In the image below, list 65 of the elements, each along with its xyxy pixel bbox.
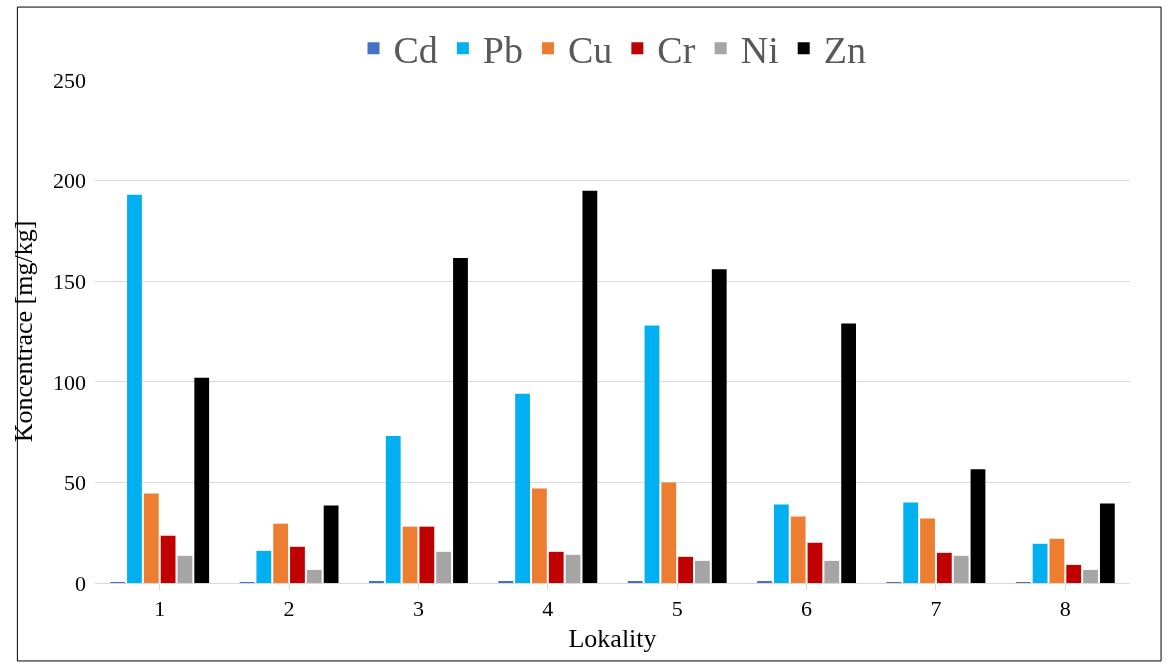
bar [532,488,547,583]
bar [565,554,581,583]
bar [695,560,710,583]
bar [1099,503,1115,583]
x-tick-label: 7 [930,596,942,622]
bar [807,542,823,583]
legend-label: Ni [740,29,779,72]
x-tick-label: 8 [1059,596,1071,622]
bar [841,323,857,583]
y-tick-label: 250 [53,67,86,93]
bar [582,190,598,583]
legend-label: Cr [657,29,696,72]
bar [160,535,176,583]
bar [936,552,952,583]
bar [515,393,530,583]
x-tick-label: 1 [154,596,166,622]
bar [256,550,272,583]
x-axis-title: Lokality [568,624,657,654]
bar [143,493,159,583]
bar [790,516,806,583]
bar [306,569,322,583]
bar [1032,543,1048,583]
y-tick-label: 200 [53,168,86,194]
bar [323,505,339,583]
bar [290,546,305,583]
bar [1049,538,1065,583]
bar [953,555,969,583]
bar [773,504,789,583]
bar [436,551,452,583]
legend-label: Pb [482,29,523,72]
y-tick-label: 150 [53,268,86,294]
bar [402,526,418,583]
bar [453,258,468,583]
bar [273,523,289,583]
bar [385,436,401,583]
bar [824,560,840,583]
x-tick-label: 2 [283,596,295,622]
legend-label: Cd [393,29,438,72]
bar [903,502,919,583]
x-tick-label: 3 [412,596,424,622]
x-tick-label: 5 [671,596,683,622]
bar [194,377,210,583]
x-tick-label: 6 [801,596,813,622]
y-tick-label: 50 [64,470,86,496]
bar [711,269,727,583]
legend-label: Zn [823,29,866,72]
bar [678,556,693,583]
bar [368,580,384,583]
bar [1066,564,1082,583]
y-tick-label: 0 [75,570,86,596]
bar [627,580,643,583]
bar [498,580,514,583]
bar [970,469,986,583]
y-axis-title: Koncentrace [mg/kg] [9,220,39,443]
bar [127,194,142,583]
legend-label: Cu [568,29,613,72]
bar [661,482,677,583]
x-tick-label: 4 [542,596,554,622]
bar [419,526,435,583]
bar [548,551,564,583]
bar [920,518,935,583]
bar [1083,569,1098,583]
bar [644,325,660,583]
y-tick-label: 100 [53,369,86,395]
bar [177,555,193,583]
